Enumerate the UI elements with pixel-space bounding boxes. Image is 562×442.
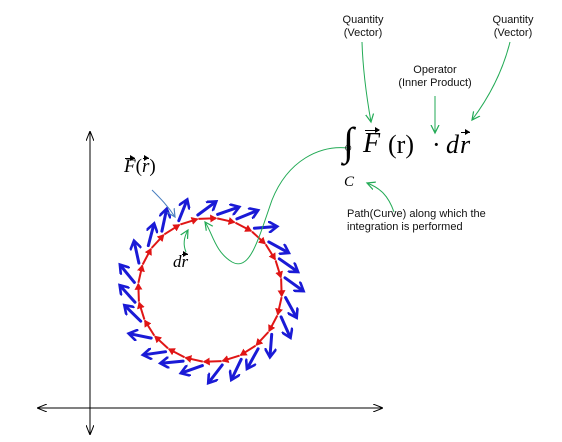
field-vector	[216, 207, 239, 216]
displacement-vector	[167, 348, 185, 359]
contour-label: C	[344, 174, 355, 190]
field-vector	[232, 357, 243, 379]
callout-path	[367, 183, 395, 213]
label-quantity-right-line1: Quantity	[492, 14, 534, 26]
F-of-r-F: F	[124, 155, 136, 177]
displacement-vector	[198, 214, 218, 223]
callout-contour-to-curve	[205, 147, 349, 265]
field-vector	[182, 364, 204, 373]
dr-r-symbol: r	[460, 129, 471, 159]
field-vector	[270, 332, 272, 356]
label-path: Path(Curve) along which the integration …	[347, 208, 486, 234]
displacement-vector	[235, 221, 253, 232]
label-path-line1: Path(Curve) along which the	[347, 208, 486, 220]
field-vector	[125, 306, 143, 323]
dr-label: dr	[173, 251, 189, 272]
field-vector	[252, 227, 276, 229]
field-vector	[235, 211, 257, 221]
contour-circle: ○	[344, 141, 353, 156]
displacement-vector	[163, 223, 181, 236]
field-vector	[284, 296, 297, 317]
callout-quantity-right	[472, 41, 511, 120]
displacement-vector	[141, 247, 152, 265]
field-vector	[161, 361, 185, 363]
displacement-vector	[268, 315, 279, 333]
F-of-r-r: r	[141, 155, 150, 177]
field-vector	[162, 210, 167, 233]
F-of-r-open: (	[135, 156, 142, 177]
dr-d: d	[446, 130, 459, 159]
displacement-vector	[143, 319, 156, 337]
label-operator: Operator (Inner Product)	[385, 64, 485, 90]
displacement-vector	[150, 234, 165, 249]
field-vector	[177, 200, 187, 223]
displacement-vector	[264, 243, 277, 261]
dr-label-d: d	[173, 252, 182, 271]
displacement-vector	[154, 335, 169, 350]
displacement-vector	[134, 282, 143, 302]
field-vector	[277, 257, 297, 272]
displacement-vector	[277, 278, 286, 298]
F-vector: F	[363, 127, 381, 160]
label-quantity-right-line2: (Vector)	[493, 27, 533, 39]
displacement-vector	[202, 357, 222, 366]
field-vector	[144, 352, 168, 355]
callout-quantity-left	[361, 41, 371, 122]
field-vector	[279, 315, 290, 337]
callout-dr	[184, 230, 188, 253]
label-quantity-left: Quantity (Vector)	[336, 14, 390, 40]
dr-label-r: r	[181, 251, 189, 271]
label-quantity-right: Quantity (Vector)	[486, 14, 540, 40]
F-argument: (r)	[388, 130, 414, 159]
label-path-line2: integration is performed	[347, 221, 463, 233]
displacement-vector	[137, 264, 145, 284]
field-vector	[130, 334, 153, 338]
displacement-vector	[221, 354, 240, 363]
displacement-vector	[216, 217, 236, 225]
field-vector	[209, 363, 224, 382]
field-vector	[283, 276, 303, 291]
displacement-vector	[184, 355, 204, 363]
label-quantity-left-line1: Quantity	[342, 14, 384, 26]
F-vector-symbol: F	[363, 127, 381, 159]
field-vectors	[120, 200, 302, 382]
field-vector	[134, 242, 139, 265]
field-vector	[121, 265, 136, 284]
callout-F-of-r	[151, 189, 175, 217]
integral-sign: ∫	[343, 119, 354, 164]
F-of-r-close: )	[149, 156, 156, 177]
field-vector	[148, 224, 154, 248]
label-operator-line1: Operator	[413, 64, 457, 76]
field-vector	[267, 240, 288, 253]
field-vector	[120, 286, 137, 304]
field-vector	[247, 347, 260, 368]
displacement-vector	[137, 301, 146, 320]
field-vector	[196, 202, 216, 217]
displacement-vector	[180, 217, 199, 226]
F-of-r-label: F(r)	[124, 155, 156, 178]
displacement-vector	[239, 344, 257, 357]
inner-product-dot: ·	[432, 130, 441, 159]
label-operator-line2: (Inner Product)	[398, 77, 472, 89]
displacement-vector	[255, 331, 270, 346]
displacement-vectors	[134, 214, 286, 366]
label-quantity-left-line2: (Vector)	[343, 27, 383, 39]
displacement-vector	[274, 260, 283, 279]
displacement-vector	[275, 296, 283, 316]
dr-r-vector: r	[460, 129, 471, 160]
